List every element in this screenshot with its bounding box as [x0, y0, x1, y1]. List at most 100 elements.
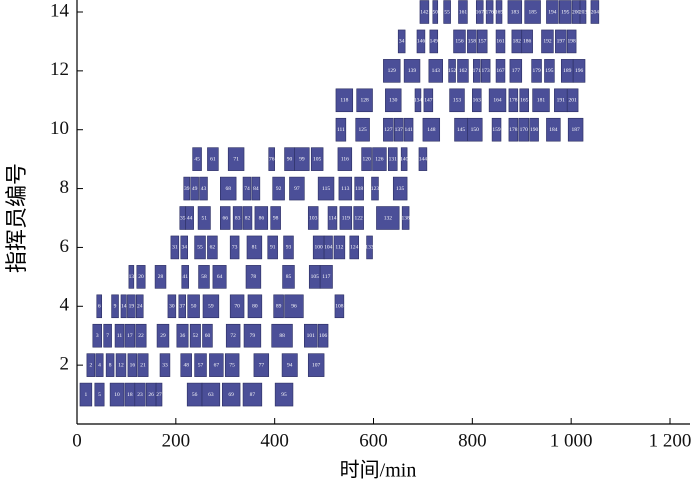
task-label: 68 — [225, 186, 231, 192]
task-label: 50 — [191, 304, 197, 310]
y-tick-label: 10 — [50, 118, 69, 139]
task-bar — [167, 294, 177, 319]
task-bar — [319, 265, 333, 289]
task-label: 6 — [98, 304, 101, 310]
task-label: 123 — [371, 186, 380, 192]
y-tick-label: 2 — [60, 354, 70, 375]
task-bar — [154, 265, 167, 289]
task-label: 100 — [315, 245, 324, 251]
task-bar — [383, 117, 394, 142]
task-bar — [337, 147, 353, 171]
task-bar — [376, 206, 400, 230]
task-bar — [294, 147, 310, 171]
task-bar — [495, 59, 506, 83]
task-bar — [282, 265, 295, 289]
task-label: 150 — [471, 127, 480, 133]
task-bar — [268, 147, 275, 171]
task-bar — [443, 0, 451, 24]
task-label: 161 — [496, 39, 505, 45]
task-bar — [96, 294, 103, 319]
task-label: 177 — [512, 68, 521, 74]
task-label: 170 — [520, 127, 529, 133]
task-label: 89 — [276, 304, 282, 310]
task-bar — [187, 294, 200, 319]
task-label: 74 — [244, 186, 250, 192]
task-label: 52 — [193, 333, 199, 339]
task-label: 49 — [192, 186, 198, 192]
task-label: 135 — [396, 186, 405, 192]
task-bar — [127, 353, 138, 377]
task-label: 70 — [234, 304, 240, 310]
task-label: 44 — [187, 215, 193, 221]
task-bar — [198, 265, 210, 289]
task-bar — [449, 88, 465, 113]
task-label: 167 — [496, 68, 505, 74]
task-bar — [135, 323, 147, 348]
task-bar — [120, 294, 127, 319]
task-bar — [274, 382, 294, 407]
task-bar — [190, 176, 199, 201]
x-tick-label: 600 — [359, 430, 388, 451]
task-label: 190 — [530, 127, 539, 133]
task-label: 10 — [114, 392, 120, 398]
x-tick-label: 400 — [260, 430, 289, 451]
task-label: 198 — [568, 39, 577, 45]
task-bar — [284, 294, 304, 319]
task-label: 30 — [169, 304, 175, 310]
task-bar — [202, 294, 220, 319]
task-bar — [333, 235, 346, 260]
task-label: 98 — [273, 215, 279, 221]
task-bar — [124, 323, 136, 348]
task-bar — [388, 147, 398, 171]
task-bar — [519, 88, 529, 113]
task-bar — [220, 206, 231, 230]
task-bar — [229, 294, 245, 319]
task-bar — [521, 29, 533, 54]
task-label: 114 — [328, 215, 336, 221]
task-label: 90 — [287, 156, 293, 162]
x-tick-label: 800 — [458, 430, 487, 451]
task-bar — [181, 265, 189, 289]
task-bar — [418, 147, 428, 171]
task-label: 192 — [543, 39, 552, 45]
task-bar — [414, 88, 422, 113]
task-bar — [403, 59, 421, 83]
task-label: 139 — [408, 68, 417, 74]
task-label: 118 — [340, 98, 348, 104]
task-label: 94 — [287, 362, 293, 368]
task-label: 35 — [180, 215, 186, 221]
task-bar — [491, 117, 502, 142]
task-bar — [467, 29, 477, 54]
task-bar — [310, 147, 324, 171]
task-bar — [393, 117, 404, 142]
x-tick-label: 1 000 — [550, 430, 593, 451]
task-label: 71 — [233, 156, 239, 162]
task-bar — [403, 117, 414, 142]
task-bar — [475, 0, 484, 24]
task-label: 27 — [156, 392, 162, 398]
task-bar — [546, 0, 559, 24]
task-bar — [242, 176, 252, 201]
task-label: 56 — [192, 392, 198, 398]
task-bar — [247, 294, 263, 319]
task-label: 3 — [96, 333, 99, 339]
task-bar — [361, 147, 372, 171]
task-bar — [383, 59, 401, 83]
task-bar — [335, 88, 354, 113]
task-bar — [531, 59, 542, 83]
task-bar — [134, 382, 146, 407]
task-label: 55 — [444, 9, 450, 15]
task-bar — [327, 206, 338, 230]
task-label: 112 — [335, 245, 343, 251]
task-bar — [495, 0, 503, 24]
task-bar — [242, 206, 253, 230]
task-bar — [271, 323, 293, 348]
task-label: 79 — [250, 333, 256, 339]
task-label: 2 — [89, 362, 92, 368]
task-bar — [137, 353, 149, 377]
task-bar — [212, 265, 227, 289]
task-label: 8 — [109, 362, 112, 368]
task-bar — [317, 176, 335, 201]
task-bar — [207, 235, 218, 260]
task-label: 69 — [228, 392, 234, 398]
